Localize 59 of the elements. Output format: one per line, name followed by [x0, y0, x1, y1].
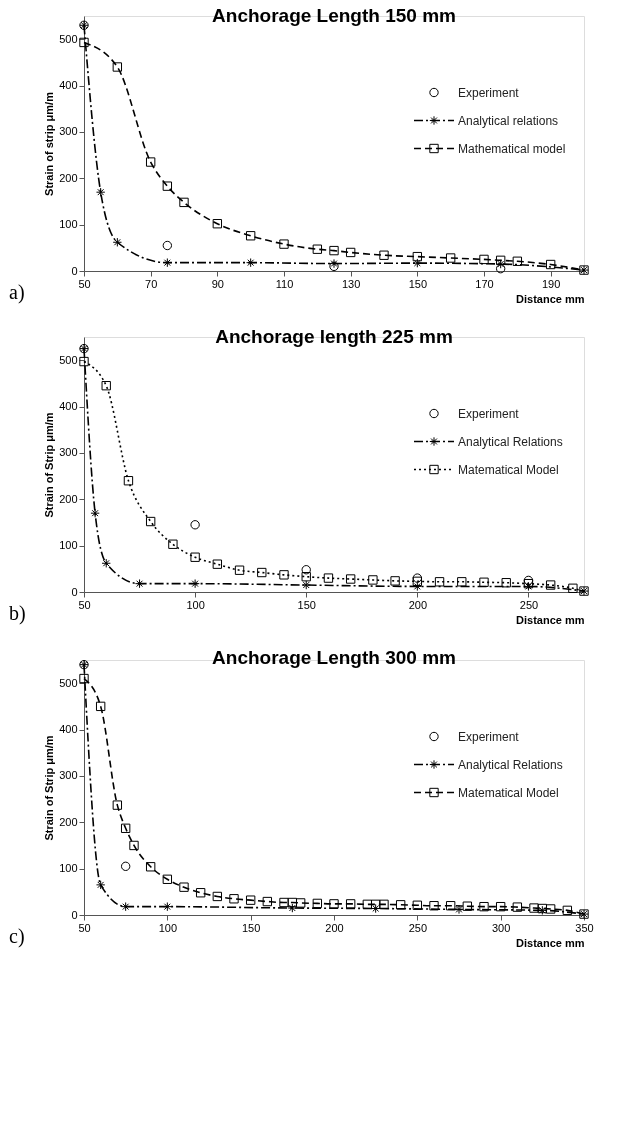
x-tick-label: 200 — [408, 598, 428, 611]
x-tick-label: 90 — [211, 277, 224, 290]
legend-label: Experiment — [458, 406, 520, 421]
y-tick-label: 500 — [59, 32, 78, 45]
y-tick-label: 100 — [59, 218, 78, 231]
y-tick-label: 200 — [59, 492, 78, 505]
x-tick-label: 50 — [78, 277, 91, 290]
x-tick-label: 50 — [78, 598, 91, 611]
y-tick-label: 0 — [71, 585, 78, 598]
x-tick-label: 200 — [325, 921, 344, 934]
x-tick-label: 100 — [186, 598, 205, 611]
x-tick-label: 150 — [241, 921, 261, 934]
x-tick-label: 130 — [341, 277, 361, 290]
x-tick-label: 150 — [297, 598, 316, 611]
text: a) — [9, 281, 25, 304]
legend-label: Experiment — [458, 85, 520, 100]
chart-title: Anchorage length 225 mm — [215, 326, 453, 347]
chart-title: Anchorage Length 300 mm — [212, 647, 456, 669]
y-tick-label: 400 — [59, 79, 78, 92]
x-tick-label: 110 — [275, 277, 294, 290]
y-tick-label: 200 — [59, 171, 78, 184]
legend-label: Matematical Model — [458, 462, 559, 477]
x-tick-label: 190 — [541, 277, 561, 290]
x-axis-title: Distance mm — [516, 936, 585, 949]
x-tick-label: 170 — [475, 277, 494, 290]
y-tick-label: 500 — [59, 676, 78, 689]
text: b) — [9, 602, 26, 625]
y-tick-label: 100 — [59, 862, 78, 875]
y-tick-label: 200 — [59, 815, 78, 828]
text: c) — [9, 925, 25, 948]
y-tick-label: 400 — [59, 723, 78, 736]
y-tick-label: 300 — [59, 446, 78, 459]
chart-title: Anchorage Length 150 mm — [212, 5, 456, 26]
x-tick-label: 150 — [408, 277, 428, 290]
x-tick-label: 250 — [519, 598, 539, 611]
legend-label: Experiment — [458, 729, 520, 744]
y-tick-label: 300 — [59, 769, 78, 782]
x-tick-label: 350 — [575, 921, 594, 934]
y-tick-label: 400 — [59, 400, 78, 413]
x-axis-title: Distance mm — [516, 613, 585, 626]
x-tick-label: 100 — [158, 921, 178, 934]
x-tick-label: 50 — [78, 921, 91, 934]
y-tick-label: 0 — [71, 908, 78, 921]
legend-label: Mathematical model — [458, 141, 566, 156]
legend-label: Analytical Relations — [458, 757, 563, 772]
legend-label: Matematical Model — [458, 785, 559, 800]
legend-label: Analytical relations — [458, 113, 559, 128]
y-tick-label: 500 — [59, 353, 78, 366]
x-axis-title: Distance mm — [516, 292, 585, 305]
legend-label: Analytical Relations — [458, 434, 563, 449]
x-tick-label: 250 — [408, 921, 428, 934]
y-tick-label: 100 — [59, 539, 78, 552]
y-tick-label: 300 — [59, 125, 78, 138]
y-tick-label: 0 — [71, 264, 78, 277]
x-tick-label: 70 — [145, 277, 158, 290]
y-axis-title: Strain of Strip μm/m — [43, 735, 56, 841]
x-tick-label: 300 — [491, 921, 511, 934]
y-axis-title: Strain of Strip μm/m — [43, 412, 56, 518]
y-axis-title: Strain of strip μm/m — [43, 91, 56, 196]
